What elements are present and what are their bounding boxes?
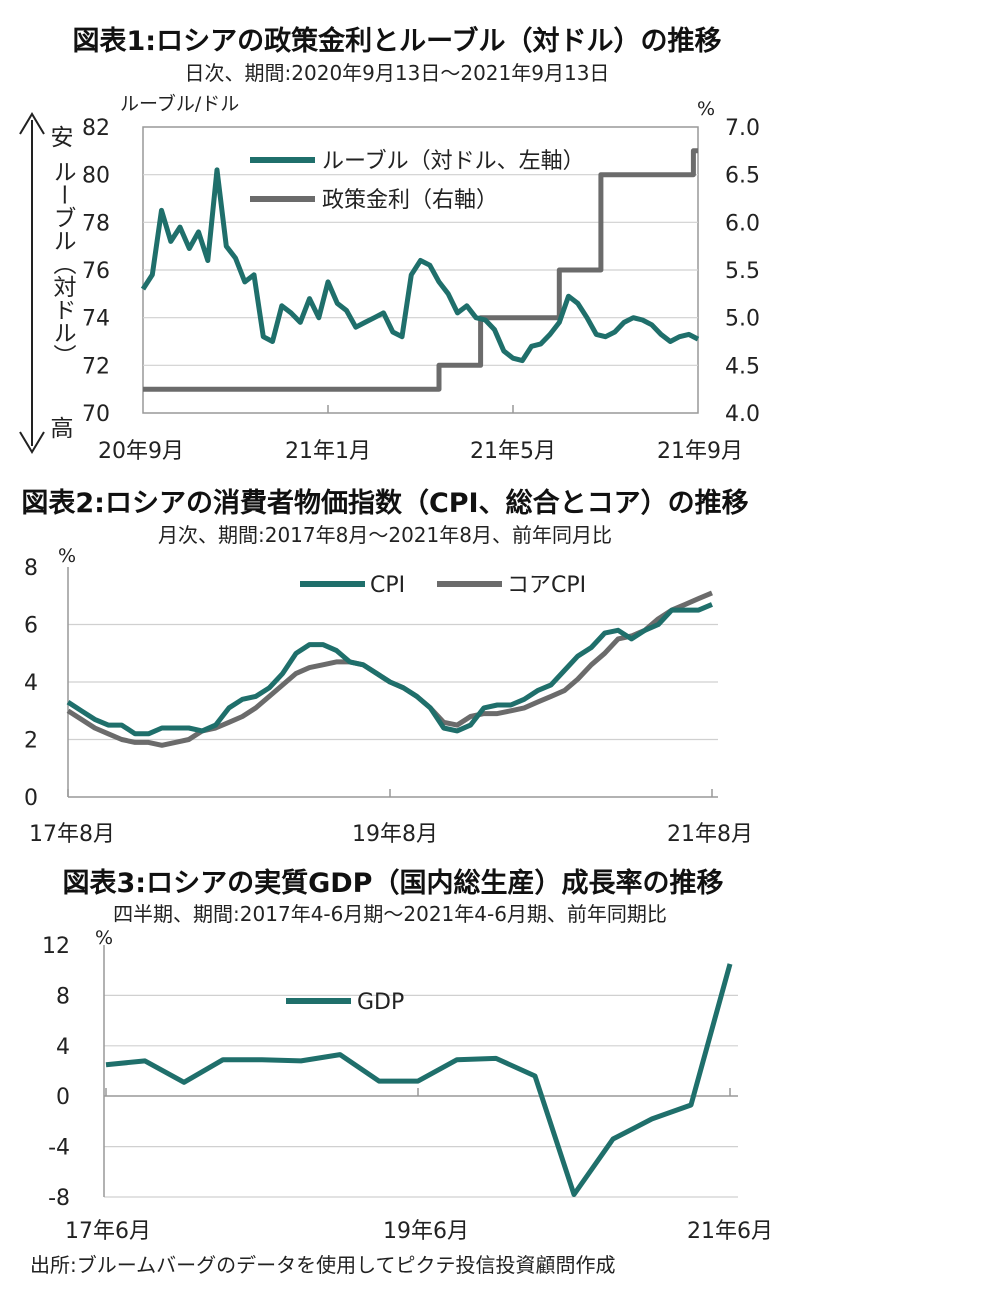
chart1-left-tick-label: 80 — [82, 164, 110, 189]
chart2-x-tick-label: 17年8月 — [29, 822, 115, 847]
chart3-legend-gdp: GDP — [357, 990, 404, 1015]
chart3-x-tick-label: 21年6月 — [687, 1219, 773, 1244]
chart1-right-tick-label: 7.0 — [725, 116, 760, 141]
chart2-y-tick-label: 2 — [24, 729, 38, 754]
chart1-right-tick-label: 6.5 — [725, 164, 760, 189]
chart1-x-ticks: 20年9月 21年1月 21年5月 21年9月 — [98, 405, 743, 464]
chart1-left-tick-label: 78 — [82, 211, 110, 236]
chart3-x-tick-label: 17年6月 — [65, 1219, 151, 1244]
source-note: 出所:ブルームバーグのデータを使用してピクテ投信投資顧問作成 — [30, 1253, 616, 1277]
chart1: 図表1:ロシアの政策金利とルーブル（対ドル）の推移 日次、期間:2020年9月1… — [19, 25, 760, 464]
chart1-legend: ルーブル（対ドル、左軸） 政策金利（右軸） — [250, 149, 585, 213]
chart3-subtitle: 四半期、期間:2017年4-6月期～2021年4-6月期、前年同期比 — [113, 902, 667, 926]
chart1-subtitle: 日次、期間:2020年9月13日～2021年9月13日 — [185, 61, 610, 85]
chart3-y-tick-label: -4 — [48, 1136, 70, 1161]
chart1-series-policy-rate — [143, 148, 698, 392]
chart3-gridlines — [104, 994, 738, 1198]
chart1-left-tick-label: 82 — [82, 116, 110, 141]
chart1-arrow-up-icon — [19, 112, 45, 135]
chart1-left-unit: ルーブル/ドル — [120, 92, 239, 115]
chart1-right-tick-label: 5.0 — [725, 307, 760, 332]
chart1-right-tick-label: 4.0 — [725, 402, 760, 427]
chart1-arrow-down-icon — [19, 431, 45, 454]
chart2-series-cpi — [66, 602, 713, 737]
chart1-left-tick-label: 72 — [82, 354, 110, 379]
chart1-legend-ruble: ルーブル（対ドル、左軸） — [322, 149, 585, 174]
chart2-legend: CPI コアCPI — [300, 573, 586, 598]
chart2-x-tick-label: 21年8月 — [667, 822, 753, 847]
chart1-left-ticks: 82 80 78 76 74 72 70 — [82, 116, 110, 427]
chart2-y-ticks: 8 6 4 2 0 — [24, 556, 38, 811]
chart2-subtitle: 月次、期間:2017年8月～2021年8月、前年同月比 — [158, 523, 612, 547]
chart2-unit: % — [58, 545, 76, 567]
chart3-y-tick-label: 0 — [56, 1085, 70, 1110]
chart1-x-tick-label: 21年5月 — [470, 439, 556, 464]
chart2-x-ticks: 17年8月 19年8月 21年8月 — [29, 789, 753, 847]
chart3-unit: % — [95, 927, 113, 949]
chart1-x-tick-label: 20年9月 — [98, 439, 184, 464]
chart3-y-tick-label: -8 — [48, 1186, 70, 1211]
chart3: 図表3:ロシアの実質GDP（国内総生産）成長率の推移 四半期、期間:2017年4… — [42, 867, 773, 1244]
chart1-right-tick-label: 5.5 — [725, 259, 760, 284]
chart1-right-tick-label: 6.0 — [725, 211, 760, 236]
chart1-label-expensive: 高 — [51, 416, 74, 442]
chart1-right-unit: % — [697, 98, 715, 120]
chart2-y-tick-label: 4 — [24, 671, 38, 696]
chart1-x-tick-label: 21年9月 — [657, 439, 743, 464]
chart3-series-gdp — [105, 963, 733, 1197]
chart3-y-tick-label: 12 — [42, 934, 70, 959]
chart2-y-tick-label: 0 — [24, 786, 38, 811]
chart3-legend: GDP — [286, 990, 404, 1015]
chart3-y-ticks: 12 8 4 0 -4 -8 — [42, 934, 70, 1211]
chart2-x-tick-label: 19年8月 — [352, 822, 438, 847]
chart1-left-tick-label: 74 — [82, 307, 110, 332]
chart2-y-tick-label: 6 — [24, 614, 38, 639]
chart1-left-tick-label: 76 — [82, 259, 110, 284]
chart1-label-ruble-vertical: ルーブル（対ドル） — [49, 160, 77, 367]
chart3-y-tick-label: 4 — [56, 1035, 70, 1060]
chart1-legend-rate: 政策金利（右軸） — [322, 188, 498, 213]
chart1-left-tick-label: 70 — [82, 402, 110, 427]
chart3-x-ticks: 17年6月 19年6月 21年6月 — [65, 1088, 773, 1244]
chart1-x-tick-label: 21年1月 — [285, 439, 371, 464]
chart1-title: 図表1:ロシアの政策金利とルーブル（対ドル）の推移 — [73, 25, 722, 57]
chart2: 図表2:ロシアの消費者物価指数（CPI、総合とコア）の推移 月次、期間:2017… — [21, 487, 753, 847]
chart2-legend-core: コアCPI — [507, 573, 586, 598]
chart1-label-cheap: 安 — [51, 125, 74, 151]
chart1-series-ruble — [140, 167, 700, 364]
chart2-series-core-cpi — [66, 590, 713, 748]
chart3-title: 図表3:ロシアの実質GDP（国内総生産）成長率の推移 — [63, 867, 724, 899]
chart2-y-tick-label: 8 — [24, 556, 38, 581]
chart2-legend-cpi: CPI — [370, 573, 405, 598]
chart1-right-ticks: 7.0 6.5 6.0 5.5 5.0 4.5 4.0 — [725, 116, 760, 427]
chart1-right-tick-label: 4.5 — [725, 354, 760, 379]
chart3-x-tick-label: 19年6月 — [383, 1219, 469, 1244]
chart2-title: 図表2:ロシアの消費者物価指数（CPI、総合とコア）の推移 — [21, 487, 748, 519]
chart3-y-tick-label: 8 — [56, 984, 70, 1009]
